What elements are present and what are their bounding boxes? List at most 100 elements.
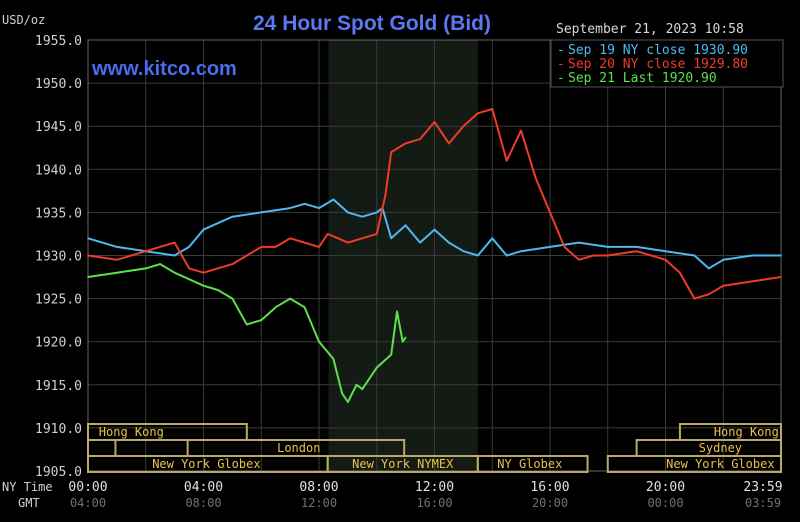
series-point [231,297,234,300]
series-point [433,121,436,123]
series-point [578,241,580,244]
series-lines [87,108,782,403]
legend-entry-2: - [557,57,565,72]
series-point [188,246,190,248]
series-point [87,237,89,240]
series-point [361,388,364,390]
y-tick-label: 1910.0 [35,422,82,437]
x-tick-ny: 04:00 [184,480,223,495]
series-point [664,259,667,261]
x-tick-ny: 23:59 [743,480,782,495]
session-label: Hong Kong [714,425,779,439]
y-tick-label: 1940.0 [35,163,82,178]
series-point [491,108,494,110]
x-tick-gmt: 00:00 [647,496,683,510]
series-point [260,211,263,214]
series-point [347,211,349,214]
series-point [173,271,176,274]
series-point [202,284,205,287]
series-point [390,237,392,240]
series-point [217,289,219,291]
session-label: London [277,441,320,455]
session-label: New York NYMEX [352,457,454,471]
series-line-2 [87,108,782,300]
ny-time-label: NY Time [2,480,53,494]
series-point [549,211,551,214]
series-point [341,392,343,395]
series-point [635,246,638,248]
series-point [578,259,580,261]
series-point [679,271,681,274]
y-tick-label: 1935.0 [35,206,82,221]
series-point [116,246,118,248]
series-point [318,207,320,209]
series-point [173,241,176,244]
series-line-3 [87,263,407,403]
x-tick-ny: 00:00 [68,480,107,495]
series-point [159,263,161,265]
series-point [318,246,320,248]
x-tick-gmt: 16:00 [416,496,452,510]
session-label: Sydney [699,441,742,455]
series-point [390,353,392,356]
x-tick-ny: 12:00 [415,480,454,495]
series-point [326,233,329,235]
series-point [116,259,118,261]
series-point [462,250,465,252]
series-point [116,271,118,274]
series-point [303,202,306,205]
y-tick-label: 1930.0 [35,250,82,265]
series-point [332,198,335,201]
session-label: Hong Kong [99,425,164,439]
series-point [401,340,404,343]
series-point [87,254,89,257]
y-tick-label: 1950.0 [35,77,82,92]
series-point [708,293,710,296]
series-point [202,271,205,274]
session-box [606,455,782,473]
x-tick-gmt: 03:59 [745,496,781,510]
series-point [693,297,696,300]
series-point [477,112,479,115]
series-point [375,366,378,369]
watermark: www.kitco.com [91,58,237,80]
series-point [563,246,566,248]
legend-entry-1: - [557,43,565,58]
series-point [606,246,609,248]
y-tick-label: 1905.0 [35,465,82,480]
legend-box [550,39,784,88]
series-point [477,254,479,257]
series-point [202,228,205,231]
series-point [274,246,277,248]
series-point [318,340,320,343]
series-point [332,358,335,360]
series-point [693,254,696,257]
series-point [419,241,421,244]
series-point [433,228,436,231]
series-point [260,246,263,248]
legend-label: Sep 21 Last 1920.90 [568,71,717,86]
series-point [384,194,387,196]
series-point [722,284,725,287]
series-point [505,159,508,162]
series-point [780,254,782,257]
series-point [260,319,263,321]
y-tick-label: 1945.0 [35,120,82,135]
series-point [404,224,407,227]
legend-label: Sep 20 NY close 1929.80 [568,57,748,72]
y-tick-label: 1920.0 [35,336,82,351]
series-point [592,254,595,257]
series-point [708,267,710,270]
series-point [534,177,537,179]
sessions: Hong Kong Hong Kong London Sydney New York G… [87,423,782,473]
series-point [390,151,392,153]
session-box [476,455,589,473]
x-tick-ny: 08:00 [299,480,338,495]
series-point [289,297,291,300]
series-point [448,241,450,244]
x-tick-gmt: 08:00 [185,496,221,510]
series-point [303,306,306,309]
session-label: New York Globex [666,457,774,471]
x-tick-gmt: 20:00 [532,496,568,510]
axes: 1955.0 1950.0 1945.0 1940.0 1935.0 1930.0 1925… [35,34,783,510]
